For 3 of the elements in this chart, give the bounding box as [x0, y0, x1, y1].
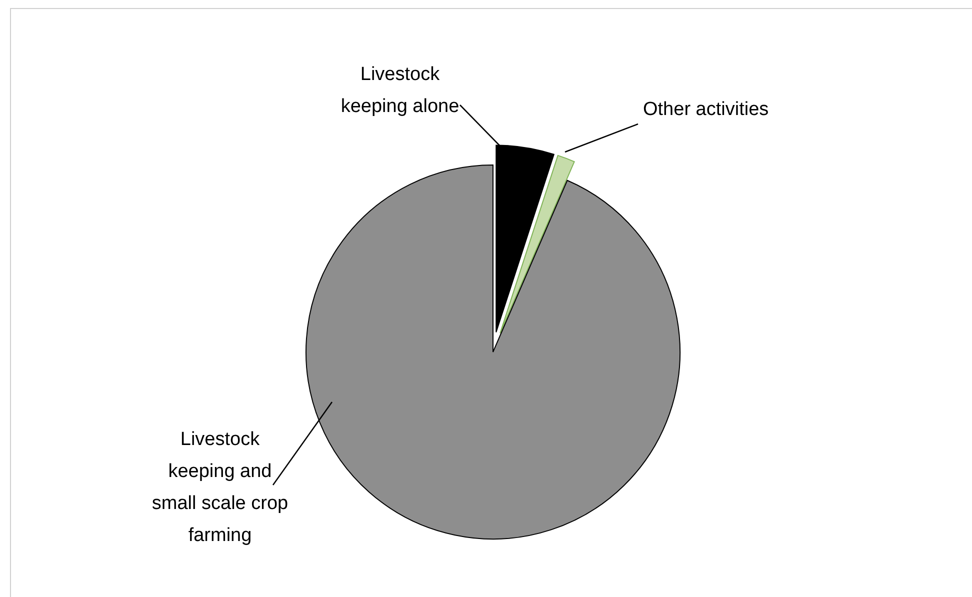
slice-label: Other activities	[643, 99, 769, 120]
slice-label: Livestock keeping alone	[340, 64, 460, 117]
slice-label: Livestock keeping and small scale crop farming	[152, 429, 288, 546]
